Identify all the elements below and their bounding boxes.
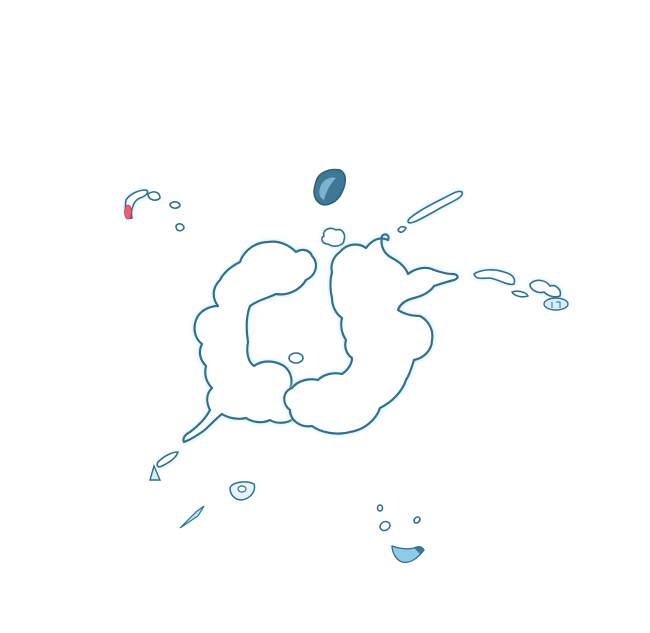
small-puff — [288, 352, 304, 364]
right-cluster — [529, 279, 562, 298]
disc-chunk-hole — [237, 485, 247, 493]
small-debris-6 — [376, 504, 384, 512]
light-disc-mark — [551, 301, 561, 308]
small-debris-2 — [511, 290, 529, 298]
bottom-left-streak — [156, 451, 179, 468]
right-smoke-cloud — [283, 233, 459, 435]
small-debris-7 — [379, 520, 391, 532]
bottom-left-shard — [149, 463, 162, 481]
top-right-streak — [407, 190, 464, 224]
dark-rock-highlight — [319, 177, 336, 200]
left-smoke-cloud — [182, 240, 318, 444]
light-disc-right — [543, 297, 569, 311]
small-debris-5 — [175, 223, 185, 232]
small-debris-3 — [147, 191, 161, 201]
dark-rock-chunk — [313, 168, 346, 206]
light-chunk-bottom-edge — [414, 546, 424, 554]
small-debris-1 — [397, 225, 407, 233]
small-debris-4 — [169, 201, 181, 209]
ember — [124, 204, 132, 220]
needle-shard — [179, 505, 205, 529]
right-streak — [473, 269, 516, 286]
top-puff — [321, 227, 346, 247]
small-debris-8 — [413, 516, 421, 524]
